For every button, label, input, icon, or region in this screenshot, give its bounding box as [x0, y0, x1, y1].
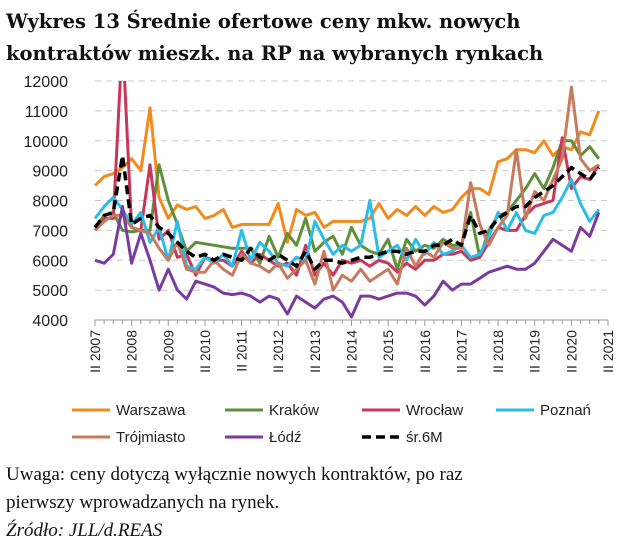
x-tick-label: II 2008: [124, 330, 140, 373]
series-line-tr-jmiasto: [93, 85, 600, 292]
series-line--d-: [94, 205, 601, 319]
x-tick-label: II 2012: [270, 330, 286, 373]
x-tick-label: II 2009: [160, 330, 176, 373]
chart-title-line-1: Wykres 13 Średnie ofertowe ceny mkw. now…: [6, 10, 521, 33]
y-tick-label: 6000: [32, 253, 68, 270]
y-tick-label: 4000: [32, 313, 68, 330]
legend-label: śr.6M: [406, 429, 443, 446]
x-tick-label: II 2010: [197, 330, 213, 373]
series-line-pozna-: [93, 178, 600, 271]
x-tick-label: II 2018: [490, 330, 506, 373]
y-tick-label: 10000: [24, 134, 69, 151]
legend-label: Kraków: [269, 402, 319, 419]
chart-title: Wykres 13 Średnie ofertowe ceny mkw. now…: [6, 6, 543, 70]
x-tick-label: II 2016: [417, 330, 433, 373]
x-tick-label: II 2021: [600, 330, 616, 373]
x-tick-label: II 2020: [563, 330, 579, 373]
x-tick-label: II 2015: [380, 330, 396, 373]
series-line-warszawa: [93, 106, 601, 244]
legend-label: Warszawa: [116, 402, 186, 419]
y-tick-label: 8000: [32, 194, 68, 211]
y-tick-label: 12000: [24, 74, 69, 91]
y-tick-label: 11000: [25, 104, 68, 121]
legend-label: Poznań: [540, 402, 591, 419]
plot-area: [93, 81, 601, 319]
x-tick-label: II 2013: [307, 330, 323, 373]
y-tick-label: 5000: [32, 283, 68, 300]
note-line-1: Uwaga: ceny dotyczą wyłącznie nowych kon…: [6, 464, 463, 485]
y-tick-label: 7000: [32, 223, 68, 240]
legend-label: Łódź: [269, 429, 302, 446]
note-line-2: pierwszy wprowadzanych na rynek.: [6, 492, 280, 513]
source-note: Źródło: JLL/d.REAS: [6, 520, 163, 541]
x-tick-label: II 2011: [234, 330, 250, 372]
series-line-wroc-aw: [93, 81, 601, 277]
x-tick-label: II 2007: [87, 330, 103, 373]
x-tick-label: II 2014: [344, 330, 360, 373]
series-line--r-6m: [93, 153, 601, 271]
chart-title-line-2: kontraktów mieszk. na RP na wybranych ry…: [6, 42, 544, 65]
legend-label: Trójmiasto: [116, 429, 185, 446]
legend-label: Wrocław: [406, 402, 463, 419]
x-tick-label: II 2019: [527, 330, 543, 373]
x-tick-label: II 2017: [453, 330, 469, 373]
y-tick-label: 9000: [32, 164, 68, 181]
